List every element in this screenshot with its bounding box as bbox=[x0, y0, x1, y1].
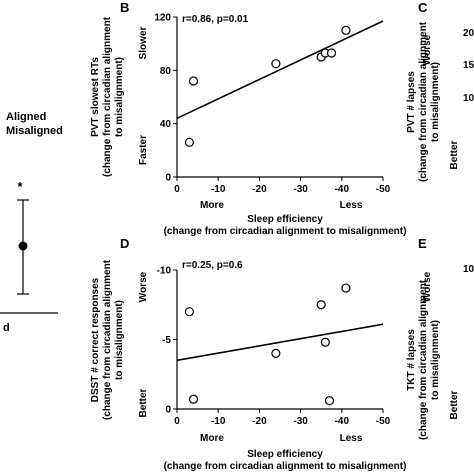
panel-d-data-point bbox=[188, 394, 199, 404]
panel-d-y-dir-bottom: Better bbox=[138, 388, 149, 417]
mean-point-misaligned bbox=[18, 241, 28, 251]
panel-b-data-point bbox=[271, 59, 281, 69]
panel-b-fit-line bbox=[176, 20, 384, 120]
panel-d-x-dir-left: More bbox=[200, 433, 224, 444]
left-fragment: Aligned Misaligned * d bbox=[0, 111, 63, 334]
panel-b-data-point bbox=[184, 137, 194, 147]
panel-d-data-point bbox=[316, 300, 326, 310]
panel-e-worse: Worse bbox=[422, 271, 433, 302]
panel-d-ylabel-sub1: (change from circadian alignment bbox=[102, 259, 113, 420]
panel-b-xlabel: Sleep efficiency bbox=[247, 214, 323, 225]
right-fragment-e: E Worse TKT # lapses (change from circad… bbox=[406, 236, 474, 440]
panel-d-plot: 0 -10 -20 -30 -40 -50-10-50 bbox=[157, 266, 391, 428]
panel-d-x-tick-label: -40 bbox=[335, 416, 350, 427]
panel-d-ylabel-sub2: to misalignment) bbox=[114, 300, 125, 380]
legend-misaligned: Misaligned bbox=[6, 125, 63, 137]
panel-d-xlabel: Sleep efficiency bbox=[247, 449, 323, 460]
panel-c-better: Better bbox=[449, 140, 460, 169]
panel-b-x-tick-label: 0 bbox=[174, 184, 180, 195]
panel-e-letter: E bbox=[418, 236, 427, 251]
panel-b-x-tick-label: -40 bbox=[335, 184, 350, 195]
panel-d-annotation: r=0.25, p=0.6 bbox=[182, 260, 243, 271]
right-fragment-c: C Worse PVT # lapses (change from circad… bbox=[406, 0, 474, 182]
panel-b-data-point bbox=[188, 76, 199, 86]
panel-b: B r=0.86, p=0.01 PVT slowest RTs (change… bbox=[90, 0, 406, 237]
panel-c-tick-10: 10 bbox=[463, 93, 474, 104]
panel-b-x-tick-label: -20 bbox=[252, 184, 267, 195]
panel-d-ylabel-block: DSST # correct responses (change from ci… bbox=[90, 259, 125, 420]
panel-b-ylabel-sub2: to misalignment) bbox=[114, 57, 125, 137]
panel-d-x-tick-label: -20 bbox=[252, 416, 267, 427]
panel-c-ylabel-sub1: (change from circadian alignment bbox=[418, 21, 429, 182]
panel-b-x-dir-right: Less bbox=[340, 200, 363, 211]
panel-d-x-tick-label: -10 bbox=[211, 416, 226, 427]
panel-c-ylabel: PVT # lapses bbox=[406, 71, 417, 133]
panel-b-y-tick-label: 120 bbox=[154, 13, 171, 24]
panel-d-x-tick-label: 0 bbox=[174, 416, 180, 427]
panel-e-ylabel-block: TKT # lapses (change from circadian alig… bbox=[406, 279, 441, 440]
panel-d-y-dir-top: Worse bbox=[138, 271, 149, 302]
panel-d-ylabel: DSST # correct responses bbox=[90, 277, 101, 402]
panel-b-x-tick-label: -50 bbox=[376, 184, 391, 195]
panel-b-annotation: r=0.86, p=0.01 bbox=[182, 14, 249, 25]
panel-c-tick-20: 20 bbox=[463, 28, 474, 39]
panel-e-better: Better bbox=[449, 390, 460, 419]
panel-b-y-dir-top: Slower bbox=[138, 27, 149, 60]
panel-e-ylabel-sub1: (change from circadian alignment bbox=[418, 279, 429, 440]
panel-b-y-dir-bottom: Faster bbox=[138, 135, 149, 165]
panel-c-worse: Worse bbox=[422, 34, 433, 65]
panel-d-data-point bbox=[341, 283, 351, 293]
panel-d-fit-line bbox=[176, 323, 384, 362]
panel-d: D r=0.25, p=0.6 DSST # correct responses… bbox=[90, 236, 406, 472]
panel-d-data-point bbox=[324, 396, 335, 406]
panel-c-ylabel-block: PVT # lapses (change from circadian alig… bbox=[406, 21, 441, 182]
panel-e-ylabel: TKT # lapses bbox=[406, 329, 417, 391]
panel-b-plot: 0 -10 -20 -30 -40 -50 0 40 80 120 bbox=[154, 13, 390, 196]
panel-d-xlabel-sub: (change from circadian alignment to misa… bbox=[164, 461, 407, 472]
panel-d-y-tick-label: -10 bbox=[157, 266, 172, 277]
panel-d-data-point bbox=[184, 307, 194, 317]
panel-b-x-tick-label: -30 bbox=[293, 184, 308, 195]
panel-b-y-tick-label: 80 bbox=[160, 66, 172, 77]
panel-b-y-tick-label: 40 bbox=[160, 119, 172, 130]
panel-c-tick-15: 15 bbox=[463, 60, 474, 71]
panel-b-data-point bbox=[326, 48, 337, 58]
panel-e-tick-10: 10 bbox=[463, 264, 474, 275]
panel-b-y-tick-label: 0 bbox=[165, 173, 171, 184]
significance-star: * bbox=[17, 179, 23, 194]
left-bottom-label: d bbox=[3, 322, 10, 334]
panel-d-y-tick-label: 0 bbox=[165, 405, 171, 416]
panel-b-ylabel-sub1: (change from circadian alignment bbox=[102, 16, 113, 177]
panel-b-x-dir-left: More bbox=[200, 200, 224, 211]
panel-c-letter: C bbox=[418, 0, 428, 15]
panel-d-x-tick-label: -50 bbox=[376, 416, 391, 427]
panel-b-data-point bbox=[341, 25, 351, 35]
panel-b-x-tick-label: -10 bbox=[211, 184, 226, 195]
panel-e-ylabel-sub2: to misalignment) bbox=[430, 320, 441, 400]
legend-aligned: Aligned bbox=[6, 111, 46, 123]
panel-b-letter: B bbox=[120, 0, 129, 15]
panel-d-data-point bbox=[271, 348, 281, 358]
panel-d-x-tick-label: -30 bbox=[293, 416, 308, 427]
panel-d-x-dir-right: Less bbox=[340, 433, 363, 444]
panel-b-xlabel-sub: (change from circadian alignment to misa… bbox=[164, 226, 407, 237]
panel-d-data-point bbox=[320, 337, 330, 347]
panel-c-ylabel-sub2: to misalignment) bbox=[430, 62, 441, 142]
panel-b-ylabel-block: PVT slowest RTs (change from circadian a… bbox=[90, 16, 125, 177]
panel-d-letter: D bbox=[120, 236, 129, 251]
panel-d-y-tick-label: -5 bbox=[162, 335, 171, 346]
panel-b-ylabel: PVT slowest RTs bbox=[90, 57, 101, 137]
